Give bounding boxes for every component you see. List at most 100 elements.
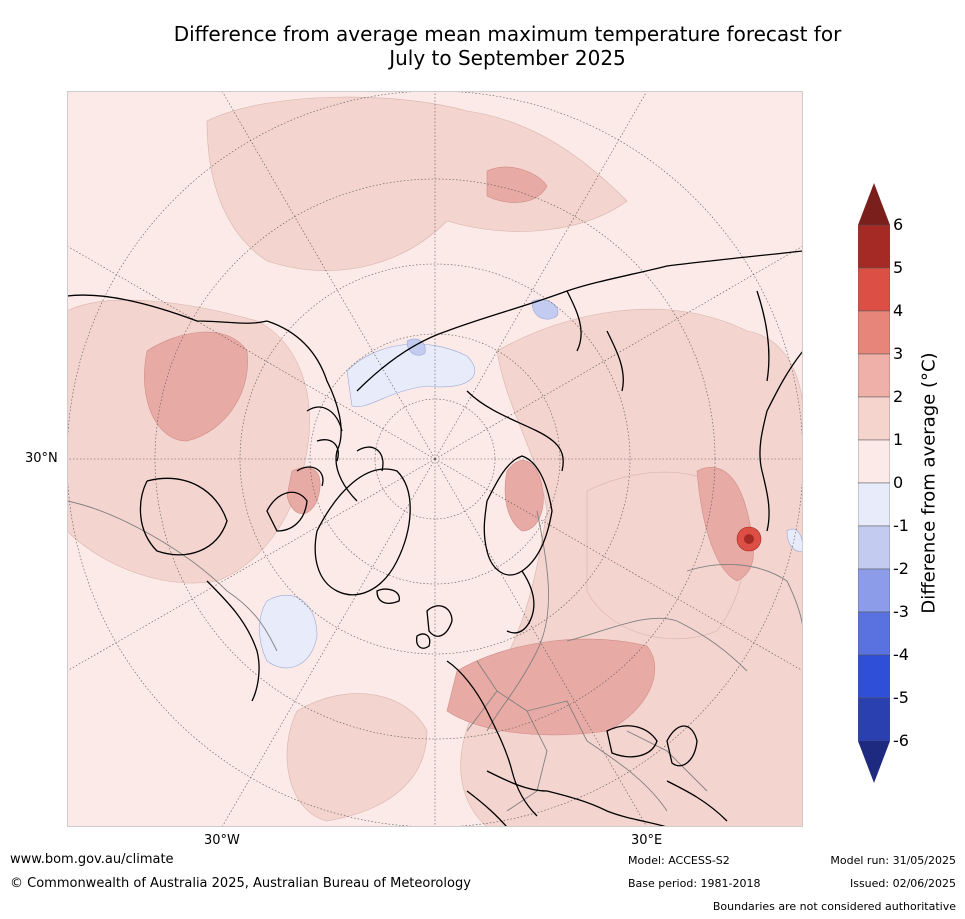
colorbar: [857, 183, 891, 787]
caspian-coast: [666, 725, 698, 767]
kazakhstan-border: [566, 617, 748, 672]
footer-model-run: Model run: 31/05/2025: [830, 854, 956, 867]
colorbar-segment: [857, 697, 891, 742]
map-title: Difference from average mean maximum tem…: [60, 22, 955, 70]
baltic-coast: [506, 570, 535, 634]
anomaly-map: [67, 91, 803, 827]
anomaly-region-1-2: [67, 96, 803, 827]
colorbar-segment: [857, 396, 891, 441]
colorbar-label: Difference from average (°C): [918, 352, 940, 614]
footer-disclaimer: Boundaries are not considered authoritat…: [712, 900, 956, 913]
russia-north-coast: [466, 390, 564, 472]
colorbar-tick-label: -2: [893, 559, 909, 578]
canadian-archipelago: [296, 406, 384, 487]
mediterranean-coast: [486, 770, 668, 827]
meridian-150w: [221, 91, 436, 460]
graticule: [67, 91, 803, 827]
meridian-60w: [67, 458, 436, 672]
north-america-warm-area: [67, 299, 310, 584]
colorbar-tick-label: -5: [893, 688, 909, 707]
colorbar-top-arrow: [858, 183, 890, 225]
anomaly-region-cool: [259, 299, 803, 669]
middle-east-borders: [586, 730, 708, 812]
latitude-circle-60: [239, 263, 631, 655]
russia-border-west: [486, 510, 549, 732]
colorbar-segment: [857, 310, 891, 355]
meridian-120e: [434, 245, 803, 460]
taymyr-coast: [566, 290, 624, 392]
meridian-150e: [434, 91, 648, 460]
colorbar-segment: [857, 439, 891, 484]
europe-coast: [446, 660, 538, 817]
colorbar-segment: [857, 482, 891, 527]
title-line-1: Difference from average mean maximum tem…: [173, 22, 842, 46]
colorbar-tick-label: -1: [893, 516, 909, 535]
europe-warm-spot: [446, 638, 656, 736]
longitude-label-30w: 30°W: [204, 833, 240, 848]
china-mongolia-border: [686, 564, 803, 632]
latitude-circle-70: [309, 333, 561, 585]
colorbar-tick-label: 4: [893, 301, 904, 320]
colorbar-segment: [857, 525, 891, 570]
colorbar-tick-label: -3: [893, 602, 909, 621]
colorbar-segment: [857, 611, 891, 656]
colorbar-tick-label: 3: [893, 344, 904, 363]
meridian-120w: [67, 245, 436, 460]
europe-borders: [466, 660, 588, 812]
baffin-coast: [266, 491, 308, 532]
colorbar-segment: [857, 224, 891, 269]
colorbar-tick-label: -6: [893, 731, 909, 750]
iceland-coast: [376, 588, 400, 604]
east-asia-coast: [759, 350, 803, 532]
coastlines: [67, 250, 803, 827]
footer-base-period: Base period: 1981-2018: [628, 877, 761, 890]
atlantic-warm-area: [286, 693, 428, 822]
laptev-cool-spot: [531, 299, 559, 320]
colorbar-segment: [857, 353, 891, 398]
meridian-30e: [434, 458, 648, 827]
alaska-coast: [67, 294, 268, 324]
kamchatka-coast: [756, 290, 770, 382]
map-panel: [67, 91, 803, 827]
footer-url[interactable]: www.bom.gov.au/climate: [10, 852, 174, 867]
colorbar-tick-label: 0: [893, 473, 904, 492]
colorbar-segment: [857, 267, 891, 312]
british-isles: [416, 605, 453, 649]
canada-us-border: [67, 500, 278, 652]
arabian-coast: [666, 780, 728, 822]
title-line-2: July to September 2025: [389, 46, 626, 70]
scandinavia-warm-spot: [504, 460, 544, 532]
hudson-bay-coast: [139, 477, 228, 556]
east-coast-cool-spot: [786, 528, 803, 552]
pacific-warm-spot: [486, 166, 548, 203]
footer-copyright: © Commonwealth of Australia 2025, Austra…: [10, 876, 471, 891]
greenland-coast: [314, 468, 411, 596]
longitude-label-30e: 30°E: [631, 833, 663, 848]
latitude-label-30n: 30°N: [25, 451, 58, 466]
scandinavia-coast: [483, 455, 553, 576]
colorbar-tick-label: -4: [893, 645, 909, 664]
map-border: [67, 91, 803, 827]
baikal-hot-spot-inner: [744, 534, 754, 544]
canada-warm-spot: [144, 331, 248, 442]
country-borders: [67, 500, 803, 812]
colorbar-tick-label: 2: [893, 387, 904, 406]
anomaly-region-2-3: [144, 166, 754, 736]
colorbar-segment: [857, 568, 891, 613]
black-sea-coast: [606, 725, 658, 758]
colorbar-tick-label: 1: [893, 430, 904, 449]
east-asia-warm-spot: [696, 467, 754, 582]
north-pacific-warm-area: [206, 96, 628, 271]
footer-model: Model: ACCESS-S2: [628, 854, 730, 867]
colorbar-tick-label: 5: [893, 258, 904, 277]
siberia-cool-spot: [406, 338, 426, 356]
colorbar-bottom-arrow: [858, 741, 890, 783]
colorbar-scale: [857, 183, 891, 783]
colorbar-tick-label: 6: [893, 215, 904, 234]
footer-issued: Issued: 02/06/2025: [849, 877, 956, 890]
meridian-60e: [434, 458, 803, 672]
colorbar-segment: [857, 654, 891, 699]
arctic-cool-area: [346, 343, 476, 408]
canada-arctic-coast: [266, 320, 358, 502]
ellesmere-warm-spot: [286, 466, 321, 514]
